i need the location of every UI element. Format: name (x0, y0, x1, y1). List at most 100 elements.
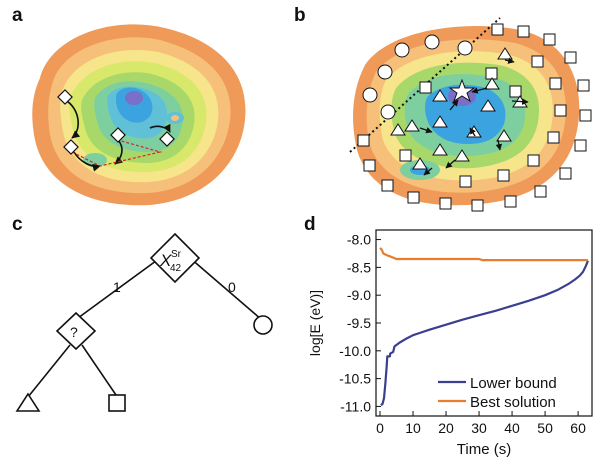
square-node (419, 81, 432, 94)
triangle-node (484, 77, 500, 90)
square-node (363, 159, 376, 172)
pruned-circles (362, 34, 473, 120)
root-decision-node (149, 232, 201, 284)
x-tick-label: 10 (405, 420, 421, 436)
diamond-node (63, 139, 79, 155)
square-node (554, 104, 567, 117)
series-line-lower-bound (380, 260, 590, 407)
square-node (527, 154, 540, 167)
leaf-circle (253, 315, 273, 335)
legend: Lower bound Best solution (438, 375, 557, 411)
square-node (543, 33, 556, 46)
legend-label-best-solution: Best solution (470, 394, 556, 411)
local-minimum-left (83, 153, 107, 167)
square-node (485, 67, 498, 80)
pruned-circle-node (377, 64, 393, 80)
square-node (399, 149, 412, 162)
square-node (471, 199, 484, 212)
legend-label-lower-bound: Lower bound (470, 375, 557, 392)
y-axis: -8.0 -8.5 -9.0 -9.5 -10.0 -10.5 -11.0 (339, 232, 381, 414)
triangle-node (432, 89, 448, 102)
x-axis-label: Time (s) (457, 441, 511, 458)
trajectory-arrow (445, 159, 456, 169)
panel-b-landscape (349, 17, 592, 212)
trajectory-arrow (469, 127, 476, 137)
panel-c-tree: X Sr 42 1 0 ? (15, 232, 273, 412)
trajectory-arrow (73, 151, 101, 172)
square-node (381, 179, 394, 192)
x-tick-label: 60 (570, 420, 586, 436)
panel-label-d: d (304, 214, 316, 235)
optimum-star-icon (448, 78, 476, 103)
leaf-square (108, 394, 126, 412)
triangle-node (480, 99, 496, 112)
y-tick-label: -8.0 (347, 232, 371, 248)
x-tick-label: 50 (537, 420, 553, 436)
tree-edge-right (189, 257, 263, 321)
square-node (509, 85, 522, 98)
square-node (531, 55, 544, 68)
square-node (517, 25, 530, 38)
diamond-node (57, 89, 73, 105)
trajectory-arrow (471, 87, 488, 94)
unknown-decision-node (55, 311, 97, 351)
triangle-node (496, 129, 512, 142)
series-line-best-solution (379, 247, 588, 262)
tree-edge-left (77, 257, 161, 319)
panel-d-chart: -8.0 -8.5 -9.0 -9.5 -10.0 -10.5 -11.0 0 10 20 30 4… (307, 229, 593, 458)
contour-map-b (353, 26, 580, 206)
trajectory-arrow (449, 99, 459, 111)
trajectory-arrow (419, 127, 433, 134)
pruned-circle-node (380, 104, 396, 120)
square-node (491, 23, 504, 36)
search-trajectory (64, 99, 171, 172)
square-node (547, 131, 560, 144)
triangle-node (497, 47, 513, 60)
branch-label-right: 0 (228, 279, 236, 295)
trajectory-arrow (504, 57, 515, 64)
y-tick-label: -10.0 (339, 343, 371, 359)
panel-label-b: b (294, 5, 306, 26)
root-variable: X (159, 251, 172, 270)
branch-label-left: 1 (113, 279, 121, 295)
square-node (577, 79, 590, 92)
x-axis: 0 10 20 30 40 50 60 (376, 411, 586, 436)
y-tick-label: -9.0 (347, 287, 371, 303)
y-tick-label: -9.5 (347, 315, 371, 331)
secondary-minimum-core (171, 115, 179, 121)
square-nodes (357, 23, 592, 212)
triangle-node (454, 149, 470, 162)
panel-label-a: a (12, 5, 23, 26)
triangle-node (412, 157, 428, 170)
square-node (534, 185, 547, 198)
panel-label-c: c (12, 214, 23, 235)
x-tick-label: 20 (438, 420, 454, 436)
square-node (407, 191, 420, 204)
square-node (574, 139, 587, 152)
diamond-node (110, 127, 126, 143)
x-tick-label: 0 (376, 420, 384, 436)
contour-level-9 (125, 91, 143, 105)
triangle-node (390, 123, 406, 136)
square-node (504, 195, 517, 208)
pruned-circle-node (394, 42, 410, 58)
square-node (549, 77, 562, 90)
contour-map-a (32, 24, 246, 206)
trajectory-arrow (149, 123, 171, 133)
tree-edge-left-left (27, 344, 71, 398)
x-tick-label: 40 (504, 420, 520, 436)
diamond-node (159, 131, 175, 147)
tree-edge-left-right (81, 344, 117, 396)
trajectory-arrow (423, 167, 433, 176)
trajectory-arrow (511, 98, 529, 105)
square-node (497, 169, 510, 182)
configuration-nodes-a (57, 89, 175, 155)
triangle-node (432, 115, 448, 128)
unknown-node-label: ? (70, 324, 78, 340)
pruned-circle-node (362, 87, 378, 103)
trajectory-arrow (495, 139, 503, 151)
pruned-circle-node (424, 34, 440, 50)
square-node (579, 109, 592, 122)
leaf-triangle (15, 392, 41, 412)
root-superscript: Sr (171, 249, 182, 260)
